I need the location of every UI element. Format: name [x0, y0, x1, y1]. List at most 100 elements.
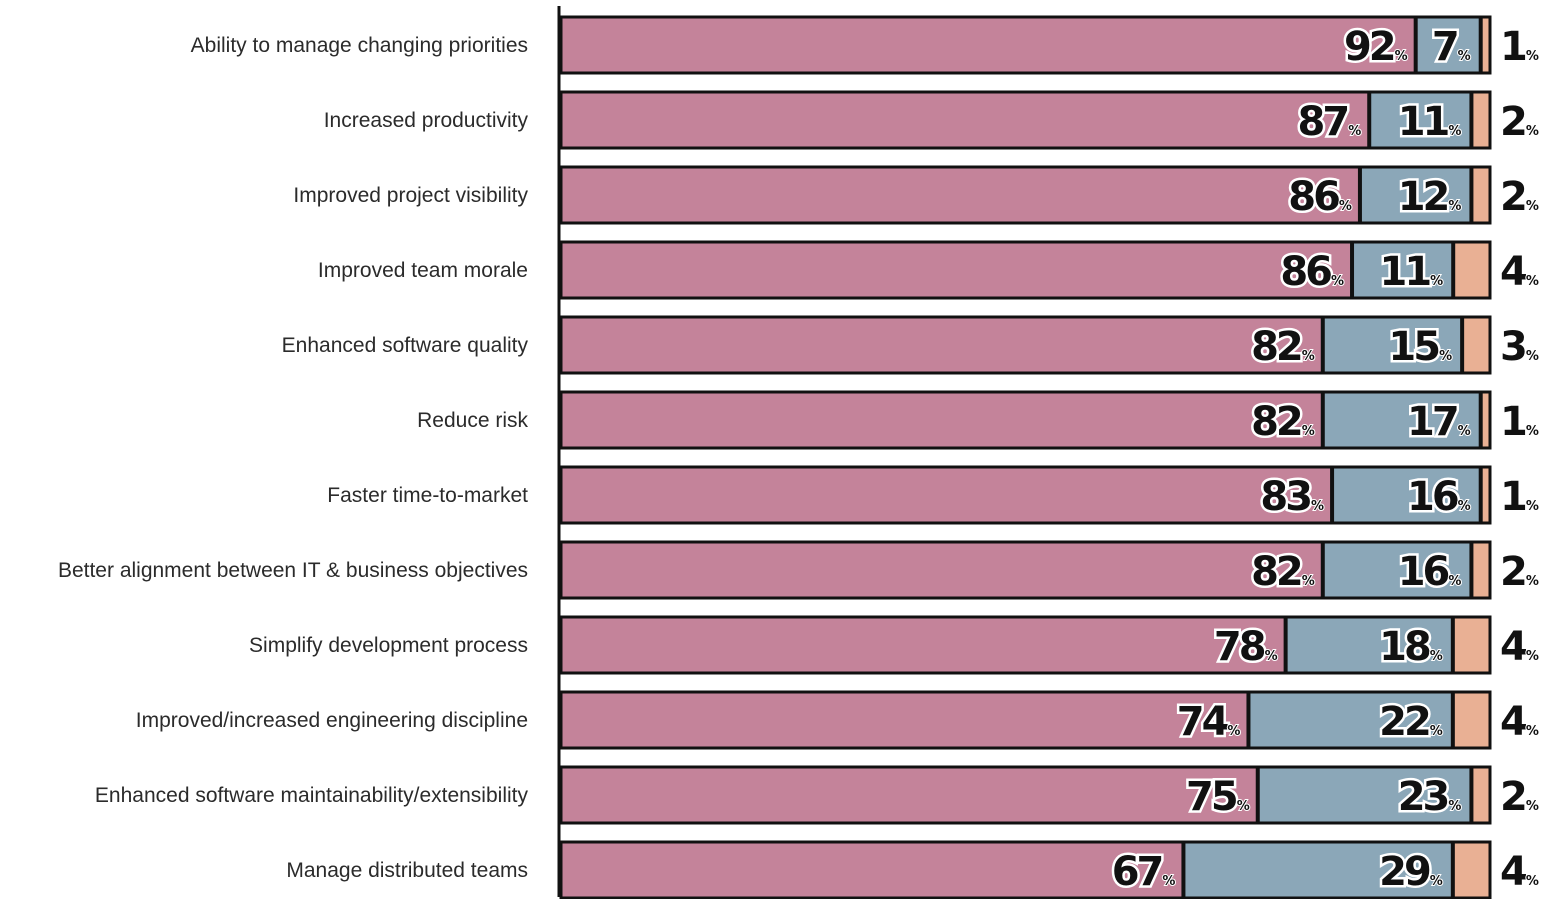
value-label-series-3-percent-sign: % [1526, 424, 1539, 439]
bar-segment-3 [1480, 17, 1490, 73]
value-label-series-1-percent-sign: % [1237, 799, 1250, 814]
value-label-series-1-percent-sign: % [1311, 499, 1324, 514]
category-label: Enhanced software maintainability/extens… [95, 784, 529, 807]
bar-outline [559, 315, 1492, 375]
bar-segment-3 [1471, 767, 1490, 823]
bar-segment-2 [1322, 317, 1463, 373]
value-label-series-3-percent-sign: % [1526, 274, 1539, 289]
bar-segment-2 [1322, 542, 1472, 598]
value-label-series-3: 4% [1500, 699, 1539, 745]
bar-segment-1 [561, 467, 1333, 523]
bar-segment-2 [1415, 17, 1481, 73]
bar-outline [559, 390, 1492, 450]
bar-row-3: Improved project visibility 86% 12% 2% [293, 165, 1541, 225]
value-label-series-1-percent-sign: % [1227, 724, 1240, 739]
value-label-series-3: 4% [1500, 249, 1539, 295]
category-label: Manage distributed teams [286, 859, 528, 882]
value-label-series-3: 4% [1500, 849, 1539, 895]
value-label-series-2-percent-sign: % [1430, 724, 1443, 739]
value-label-series-2-percent-sign: % [1458, 424, 1471, 439]
value-label-series-3-percent-sign: % [1526, 349, 1539, 364]
value-label-series-2-percent-sign: % [1448, 124, 1461, 139]
bar-outline [559, 15, 1492, 75]
bar-segment-1 [561, 542, 1323, 598]
value-label-series-3-percent-sign: % [1526, 799, 1539, 814]
value-label-series-1-percent-sign: % [1162, 874, 1175, 889]
bar-row-6: Reduce risk 82% 17% 1% [417, 390, 1541, 450]
bar-segment-3 [1471, 92, 1490, 148]
category-label: Ability to manage changing priorities [191, 34, 528, 57]
bar-row-7: Faster time-to-market 83% 16% 1% [327, 465, 1541, 525]
bar-segment-3 [1471, 542, 1490, 598]
bar-row-1: Ability to manage changing priorities 92%… [191, 15, 1541, 75]
category-label: Faster time-to-market [327, 484, 528, 507]
bar-row-10: Improved/increased engineering disciplin… [136, 690, 1541, 750]
bar-outline [559, 765, 1492, 825]
value-label-series-3: 1% [1500, 474, 1539, 520]
value-label-series-2-percent-sign: % [1458, 499, 1471, 514]
value-label-series-2-percent-sign: % [1448, 199, 1461, 214]
value-label-series-3: 1% [1500, 399, 1539, 445]
category-label: Better alignment between IT & business o… [58, 559, 528, 582]
bar-segment-3 [1480, 467, 1490, 523]
bar-segment-1 [561, 692, 1249, 748]
value-label-series-1-percent-sign: % [1302, 574, 1315, 589]
bar-segment-1 [561, 392, 1323, 448]
value-label-series-1-percent-sign: % [1348, 124, 1361, 139]
value-label-series-3: 1% [1500, 24, 1539, 70]
value-label-series-1-percent-sign: % [1302, 349, 1315, 364]
bar-outline [559, 240, 1492, 300]
bar-segment-2 [1248, 692, 1453, 748]
bar-segment-1 [561, 92, 1370, 148]
bar-segment-1 [561, 167, 1360, 223]
value-label-series-2-percent-sign: % [1430, 649, 1443, 664]
bar-segment-2 [1183, 842, 1453, 898]
category-label: Simplify development process [249, 634, 528, 657]
bar-segment-2 [1332, 467, 1481, 523]
bar-segment-2 [1359, 167, 1472, 223]
bar-segment-2 [1369, 92, 1472, 148]
category-label: Improved team morale [318, 259, 528, 282]
bar-row-12: Manage distributed teams 67% 29% 4% [286, 840, 1541, 899]
bar-segment-1 [561, 242, 1353, 298]
value-label-series-2-percent-sign: % [1458, 49, 1471, 64]
value-label-series-3: 2% [1500, 99, 1539, 145]
bar-row-5: Enhanced software quality 82% 15% 3% [282, 315, 1541, 375]
bar-segment-1 [561, 767, 1258, 823]
bar-segment-2 [1257, 767, 1472, 823]
category-label: Improved/increased engineering disciplin… [136, 709, 528, 732]
value-label-series-2-percent-sign: % [1448, 574, 1461, 589]
bar-outline [559, 165, 1492, 225]
value-label-series-3: 2% [1500, 174, 1539, 220]
bar-outline [559, 90, 1492, 150]
bar-segment-3 [1453, 242, 1490, 298]
bar-segment-1 [561, 17, 1416, 73]
value-label-series-3-percent-sign: % [1526, 874, 1539, 889]
bar-row-8: Better alignment between IT & business o… [58, 540, 1541, 600]
bar-segment-3 [1480, 392, 1490, 448]
value-label-series-2-percent-sign: % [1430, 874, 1443, 889]
bar-segment-3 [1452, 692, 1490, 748]
bar-segment-1 [561, 842, 1184, 898]
bar-row-4: Improved team morale 86% 11% 4% [318, 240, 1541, 300]
value-label-series-2-percent-sign: % [1448, 799, 1461, 814]
bar-outline [559, 840, 1492, 899]
bar-segment-2 [1322, 392, 1481, 448]
value-label-series-3-percent-sign: % [1526, 649, 1539, 664]
bar-segment-3 [1462, 317, 1490, 373]
category-label: Enhanced software quality [282, 334, 529, 357]
value-label-series-2-percent-sign: % [1439, 349, 1452, 364]
value-label-series-1-percent-sign: % [1339, 199, 1352, 214]
bar-outline [559, 540, 1492, 600]
value-label-series-3-percent-sign: % [1526, 574, 1539, 589]
value-label-series-3: 3% [1500, 324, 1539, 370]
bar-segment-2 [1285, 617, 1453, 673]
bar-row-9: Simplify development process 78% 18% 4% [249, 615, 1541, 675]
bar-segment-3 [1452, 617, 1490, 673]
value-label-series-3-percent-sign: % [1526, 124, 1539, 139]
bar-outline [559, 690, 1492, 750]
value-label-series-1-percent-sign: % [1265, 649, 1278, 664]
category-label: Increased productivity [324, 109, 529, 132]
